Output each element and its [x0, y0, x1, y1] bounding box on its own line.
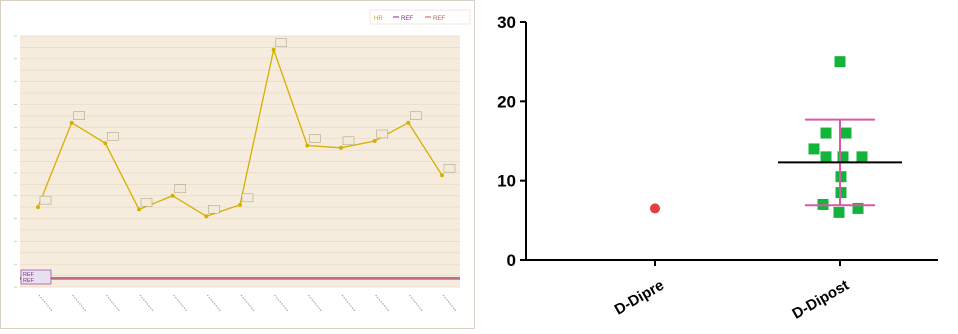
hr-point	[137, 207, 141, 212]
x-tick-label	[206, 294, 221, 312]
data-points	[650, 56, 868, 218]
scatter-chart: 0 10 20 30 D-Dipre D-Dipost	[497, 13, 938, 323]
hr-point-label	[73, 111, 85, 120]
point-d-dipost	[837, 151, 849, 163]
hr-point	[305, 143, 310, 148]
hr-point	[69, 120, 74, 125]
legend: HR REF REF	[369, 9, 471, 25]
ref-label-2: REF	[23, 278, 35, 284]
x-tick-label	[408, 294, 423, 312]
axes	[525, 22, 938, 261]
point-d-dipost	[856, 151, 868, 163]
x-tick-label	[173, 294, 188, 312]
legend-entry-hr: HR	[374, 16, 383, 22]
hr-point	[406, 120, 411, 125]
point-d-dipost	[820, 151, 832, 163]
y-tick-label: 0	[507, 251, 516, 270]
y-axis-ticks: 0 10 20 30	[497, 13, 526, 270]
x-tick-label	[139, 294, 154, 312]
hr-point	[36, 205, 40, 210]
x-tick-label	[307, 294, 322, 312]
hr-point-label	[410, 111, 422, 120]
point-d-dipost	[840, 127, 852, 139]
hr-point	[238, 202, 242, 207]
point-d-dipost	[820, 127, 832, 139]
y-axis-ticks	[14, 35, 17, 288]
hr-point-label	[107, 131, 119, 141]
x-tick-label	[240, 294, 255, 312]
scatter-chart-panel: 0 10 20 30 D-Dipre D-Dipost	[478, 0, 958, 329]
hr-point-label	[342, 136, 355, 146]
grid-lines	[20, 35, 460, 288]
hr-point-label	[208, 205, 220, 214]
point-d-dipre	[650, 203, 660, 214]
reference-lines	[20, 277, 460, 280]
x-tick-label	[105, 294, 120, 312]
hr-point-label	[443, 163, 456, 173]
hr-point	[204, 214, 209, 219]
x-tick-label	[38, 294, 53, 312]
x-tick-label	[274, 294, 289, 312]
y-tick-label: 10	[497, 172, 516, 191]
x-tick-label	[442, 294, 457, 312]
point-d-dipost	[808, 143, 820, 155]
hr-series	[36, 38, 456, 219]
hr-point-label	[376, 129, 388, 139]
hr-point	[103, 141, 108, 146]
hr-point-label	[241, 193, 254, 203]
point-d-dipost	[852, 202, 864, 214]
line-chart-panel: REF REF HR REF REF	[0, 0, 475, 329]
hr-point-label	[140, 198, 153, 207]
x-tick-label: D-Dipost	[789, 277, 852, 323]
line-chart: REF REF HR REF REF	[0, 0, 475, 329]
x-tick-label	[375, 294, 390, 312]
y-tick-label: 30	[497, 13, 516, 32]
hr-point	[170, 193, 175, 198]
point-d-dipost	[834, 56, 846, 68]
ref-label-1: REF	[23, 272, 35, 278]
x-tick-label	[341, 294, 356, 312]
hr-point-label	[309, 134, 321, 143]
ref-label-box	[20, 269, 52, 285]
x-tick-label	[72, 294, 87, 312]
hr-point	[372, 138, 377, 143]
x-tick-label: D-Dipre	[612, 277, 667, 319]
x-axis-ticks: D-Dipre D-Dipost	[612, 260, 852, 323]
hr-point-label	[275, 38, 287, 47]
legend-box	[369, 9, 471, 25]
hr-point-label	[39, 195, 52, 205]
reference-labels: REF REF	[20, 269, 52, 285]
legend-entry-ref-2: REF	[433, 16, 445, 22]
x-axis-ticks	[38, 294, 457, 312]
hr-point	[271, 47, 276, 52]
hr-point	[339, 145, 343, 150]
hr-point	[440, 173, 444, 178]
y-tick-label: 20	[497, 92, 516, 111]
mean-sd-bars	[778, 118, 902, 207]
hr-point-label	[174, 184, 186, 193]
legend-entry-ref-1: REF	[401, 16, 413, 22]
point-d-dipost	[833, 206, 845, 218]
